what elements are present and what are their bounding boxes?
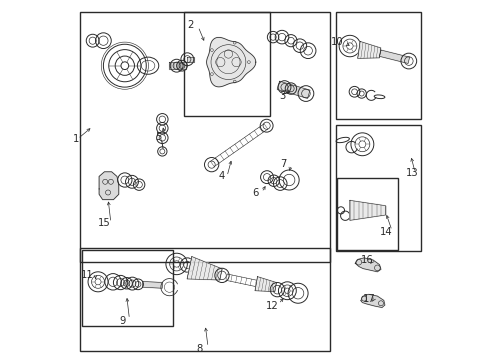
Bar	[80, 12, 329, 262]
Text: 8: 8	[196, 343, 203, 354]
Text: 12: 12	[265, 301, 278, 311]
Text: 15: 15	[98, 218, 111, 228]
Polygon shape	[206, 37, 255, 87]
Bar	[183, 12, 269, 116]
Text: 17: 17	[363, 294, 375, 303]
Text: 4: 4	[218, 171, 224, 181]
Polygon shape	[349, 201, 385, 220]
Text: 9: 9	[120, 316, 126, 326]
Text: 5: 5	[155, 132, 161, 142]
Bar	[335, 125, 421, 251]
Polygon shape	[99, 172, 119, 200]
Polygon shape	[255, 276, 276, 292]
Polygon shape	[379, 50, 409, 63]
Text: 3: 3	[278, 91, 285, 101]
Polygon shape	[169, 62, 185, 69]
Text: 6: 6	[251, 188, 258, 198]
Text: 16: 16	[361, 255, 373, 265]
Text: 11: 11	[81, 270, 94, 280]
Text: 7: 7	[280, 159, 286, 169]
Polygon shape	[187, 57, 194, 62]
Text: 14: 14	[379, 227, 392, 237]
Polygon shape	[277, 81, 309, 98]
Bar	[335, 12, 421, 119]
Polygon shape	[360, 294, 384, 307]
Text: 1: 1	[73, 134, 79, 144]
Bar	[82, 249, 173, 327]
Bar	[337, 178, 397, 249]
Polygon shape	[354, 258, 380, 272]
Text: 10: 10	[330, 37, 343, 48]
Polygon shape	[142, 282, 162, 288]
Polygon shape	[357, 41, 380, 58]
Polygon shape	[187, 257, 222, 280]
Bar	[80, 248, 329, 351]
Text: 2: 2	[186, 19, 193, 30]
Text: 13: 13	[405, 168, 418, 178]
